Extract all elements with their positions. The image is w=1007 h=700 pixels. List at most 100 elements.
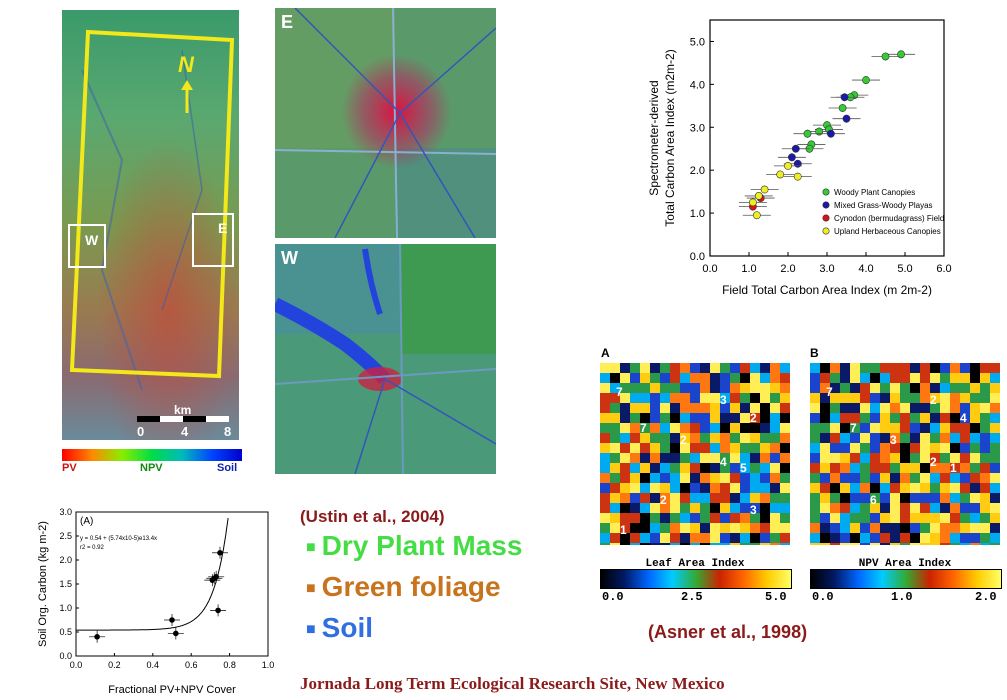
soil-carbon-chart: 0.0 0.2 0.4 0.6 0.8 1.00.00.51.01.52.02.53.0 …: [37, 507, 275, 696]
asner-a-cell: [600, 383, 610, 393]
asner-a-cell: [650, 393, 660, 403]
asner-b-cell: [820, 493, 830, 503]
chart2-point: [173, 630, 179, 637]
chart2-point: [169, 617, 175, 623]
asner-a-cell: [680, 363, 690, 373]
asner-a-cell: [760, 453, 770, 463]
asner-b-cell: [980, 483, 990, 493]
asner-b-cell: [980, 453, 990, 463]
asner-a-region-number: 3: [750, 503, 757, 517]
asner-b-cell: [930, 453, 940, 463]
legend-item: ■ Soil: [306, 612, 373, 644]
asner-a-cell: [700, 383, 710, 393]
chart1-point: [862, 76, 870, 84]
asner-b-cell: [890, 523, 900, 533]
asner-a-cell: [690, 493, 700, 503]
asner-b-cell: [970, 393, 980, 403]
asner-b-cell: [840, 453, 850, 463]
chart2-xtick-label: 1.0: [262, 660, 275, 670]
asner-a-cell: [740, 543, 750, 545]
asner-b-cell: [930, 433, 940, 443]
asner-a-cell: [670, 493, 680, 503]
asner-a-cell: [620, 403, 630, 413]
asner-b-cell: [810, 533, 820, 543]
asner-a-cell: [700, 493, 710, 503]
chart1-xtick-label: 1.0: [741, 263, 756, 275]
chart2-point: [94, 634, 100, 640]
asner-a-cell: [710, 493, 720, 503]
asner-a-cell: [610, 393, 620, 403]
asner-b-cell: [840, 463, 850, 473]
asner-a-cell: [660, 503, 670, 513]
asner-b-cell: [980, 383, 990, 393]
asner-b-region-number: 2: [930, 393, 937, 407]
asner-a-cell: [640, 533, 650, 543]
asner-a-region-number: 2: [680, 433, 687, 447]
asner-b-cell: [810, 423, 820, 433]
asner-a-cell: [670, 403, 680, 413]
asner-b-cell: [880, 523, 890, 533]
asner-a-cell: [650, 513, 660, 523]
asner-a-cell: [630, 383, 640, 393]
asner-a-cell: [620, 373, 630, 383]
chart1-xtick-label: 4.0: [858, 263, 873, 275]
asner-a-cell: [690, 463, 700, 473]
asner-a-cell: [650, 403, 660, 413]
asner-b-cell: [940, 503, 950, 513]
asner-b-cell: [950, 543, 960, 545]
asner-b-cell: [950, 503, 960, 513]
asner-a-cell: [700, 423, 710, 433]
chart1-legend-marker: [822, 214, 830, 222]
asner-a-cell: [680, 513, 690, 523]
asner-b-cell: [850, 533, 860, 543]
chart1-legend-label: Woody Plant Canopies: [834, 188, 915, 197]
asner-b-cell: [990, 473, 1000, 483]
asner-b-cell: [830, 493, 840, 503]
asner-a-cell: [670, 463, 680, 473]
asner-b-cell: [890, 483, 900, 493]
asner-b-cell: [820, 463, 830, 473]
asner-b-cell: [820, 503, 830, 513]
asner-a-cell: [760, 413, 770, 423]
asner-a-cell: [650, 503, 660, 513]
asner-b-cell: [980, 543, 990, 545]
asner-a-cell: [640, 543, 650, 545]
asner-b-cell: [920, 523, 930, 533]
asner-b-cell: [840, 503, 850, 513]
asner-a-cell: [720, 433, 730, 443]
npv-tick-0: 0.0: [812, 590, 834, 604]
asner-a-region-number: 5: [740, 461, 747, 475]
asner-a-cell: [680, 383, 690, 393]
asner-b-cell: [810, 503, 820, 513]
asner-b-cell: [810, 413, 820, 423]
asner-b-cell: [910, 513, 920, 523]
asner-a-cell: [690, 423, 700, 433]
asner-a-cell: [760, 423, 770, 433]
asner-b-cell: [850, 403, 860, 413]
asner-b-cell: [920, 513, 930, 523]
asner-b-cell: [860, 373, 870, 383]
asner-b-cell: [970, 403, 980, 413]
asner-a-cell: [600, 363, 610, 373]
asner-a-cell: [650, 383, 660, 393]
asner-b-cell: [880, 423, 890, 433]
asner-b-cell: [970, 413, 980, 423]
asner-a-cell: [600, 393, 610, 403]
asner-b-cell: [810, 443, 820, 453]
asner-a-cell: [600, 433, 610, 443]
asner-a-cell: [630, 543, 640, 545]
asner-a-cell: [740, 513, 750, 523]
ustin-citation: (Ustin et al., 2004): [300, 507, 445, 526]
box-e-label: E: [218, 220, 228, 236]
asner-b-cell: [870, 443, 880, 453]
asner-b-cell: [890, 513, 900, 523]
scale-unit: km: [174, 403, 192, 417]
asner-b-cell: [820, 383, 830, 393]
asner-a-cell: [600, 513, 610, 523]
chart2-ytick-label: 2.0: [59, 555, 72, 565]
asner-b-cell: [940, 543, 950, 545]
colorbar-pv: PV: [62, 462, 77, 474]
asner-a-cell: [610, 473, 620, 483]
asner-a-cell: [620, 533, 630, 543]
